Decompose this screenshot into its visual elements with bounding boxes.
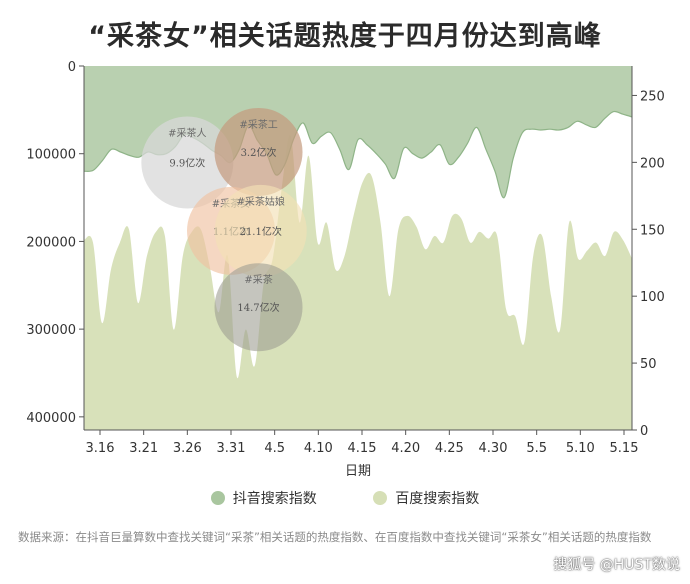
bubble-tag: #采茶工 [239,118,277,131]
bubble-value: 9.9亿次 [169,156,205,169]
watermark: 搜狐号 @HUST数说 [553,557,680,573]
legend-swatch-baidu [373,491,388,505]
left-tick-label: 100000 [26,148,76,163]
legend-label-baidu: 百度搜索指数 [395,491,480,507]
bubble-value: 3.2亿次 [241,146,277,159]
right-tick-label: 50 [640,357,657,372]
x-tick-label: 5.10 [566,441,595,456]
bubble [141,116,234,209]
left-tick-label: 400000 [26,411,76,426]
axes: 0 100000 200000 300000 400000 0 50 100 150 200 250… [26,60,664,479]
right-tick-label: 250 [640,89,665,104]
plot-area [83,66,633,430]
bubble-value: 21.1亿次 [240,225,282,238]
bubble [214,107,303,196]
x-tick-label: 4.20 [391,441,420,456]
bubble [214,184,307,277]
bubble-group: #采茶人9.9亿次#采茶工3.2亿次#采茶女1.1亿次#采茶姑娘21.1亿次#采… [141,107,307,352]
x-tick-label: 5.5 [526,441,547,456]
x-tick-label: 4.15 [348,441,377,456]
bubble-tag: #采茶 [244,273,272,286]
left-tick-label: 200000 [26,235,76,250]
legend-swatch-douyin [210,491,225,505]
x-tick-label: 4.25 [435,441,464,456]
series-area-douyin [84,66,632,198]
right-tick-label: 100 [640,290,665,305]
chart-title: “采茶女”相关话题热度于四月份达到高峰 [88,21,602,52]
left-tick-label: 300000 [26,323,76,338]
legend-label-douyin: 抖音搜索指数 [232,491,317,507]
right-tick-label: 0 [640,424,648,439]
x-tick-label: 4.10 [304,441,333,456]
x-tick-label: 5.15 [610,441,639,456]
series-area-baidu [84,135,632,430]
x-tick-label: 4.30 [479,441,508,456]
bubble-tag: #采茶姑娘 [237,195,285,208]
left-tick-label: 0 [68,60,76,75]
bubble [214,263,303,352]
legend-item-douyin[interactable]: 抖音搜索指数 [210,488,317,508]
right-tick-label: 200 [640,156,665,171]
x-tick-label: 4.5 [264,441,285,456]
x-tick-label: 3.31 [217,441,246,456]
x-tick-label: 3.21 [129,441,158,456]
legend: 抖音搜索指数 百度搜索指数 [0,488,690,509]
source-note: 数据来源：在抖音巨量算数中查找关键词“采茶”相关话题的热度指数、在百度指数中查找… [18,530,652,544]
bubble-value: 14.7亿次 [237,301,279,314]
x-tick-label: 3.26 [173,441,202,456]
bubble-tag: #采茶人 [168,126,206,139]
x-axis-title: 日期 [345,464,371,479]
x-tick-label: 3.16 [86,441,115,456]
right-tick-label: 150 [640,223,665,238]
legend-item-baidu[interactable]: 百度搜索指数 [373,488,479,508]
